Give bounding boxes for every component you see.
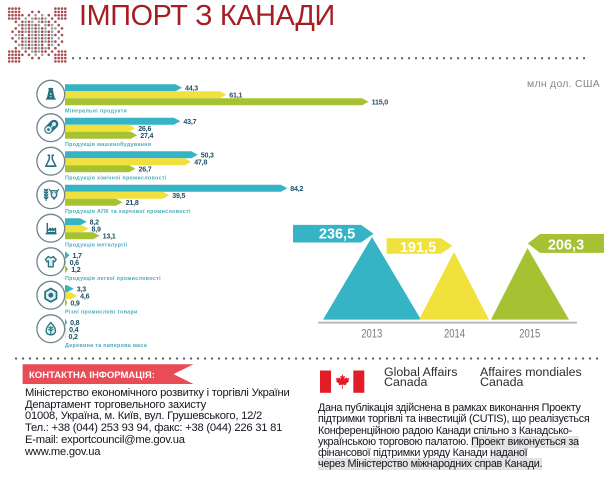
svg-text:Продукція машинобудування: Продукція машинобудування	[65, 141, 151, 148]
svg-text:0,9: 0,9	[70, 299, 80, 307]
svg-text:Продукція хімічної промисловос: Продукція хімічної промисловості	[65, 175, 167, 181]
svg-text:Деревина та паперова маса: Деревина та паперова маса	[65, 343, 148, 349]
svg-text:4,6: 4,6	[80, 292, 90, 300]
svg-text:115,0: 115,0	[372, 98, 389, 106]
svg-text:206,3: 206,3	[548, 237, 584, 253]
svg-text:Продукція АПК та харчової пром: Продукція АПК та харчової промисловості	[65, 209, 191, 215]
svg-text:КОНТАКТНА ІНФОРМАЦІЯ:: КОНТАКТНА ІНФОРМАЦІЯ:	[29, 370, 155, 381]
svg-text:43,7: 43,7	[183, 118, 196, 126]
svg-text:Мінеральні продукти: Мінеральні продукти	[65, 108, 127, 114]
svg-text:2013: 2013	[361, 326, 382, 340]
svg-text:44,3: 44,3	[185, 84, 198, 92]
svg-text:2014: 2014	[444, 326, 465, 340]
svg-text:0,4: 0,4	[69, 326, 79, 334]
svg-text:39,5: 39,5	[172, 192, 185, 200]
svg-text:50,3: 50,3	[201, 151, 214, 159]
svg-text:191,5: 191,5	[400, 240, 436, 256]
svg-text:47,8: 47,8	[194, 158, 207, 166]
svg-text:21,8: 21,8	[126, 199, 139, 207]
svg-text:Продукція легкої промисловості: Продукція легкої промисловості	[65, 276, 161, 282]
svg-text:1,2: 1,2	[71, 266, 81, 274]
svg-text:236,5: 236,5	[319, 226, 355, 242]
svg-text:8,2: 8,2	[90, 218, 100, 226]
svg-text:26,7: 26,7	[139, 165, 152, 173]
svg-text:61,1: 61,1	[229, 91, 242, 99]
svg-text:26,6: 26,6	[138, 125, 151, 133]
svg-text:27,4: 27,4	[140, 132, 153, 140]
svg-text:Продукція металургії: Продукція металургії	[65, 242, 128, 248]
svg-text:0,6: 0,6	[70, 259, 80, 267]
svg-text:0,2: 0,2	[69, 333, 79, 341]
svg-text:13,1: 13,1	[103, 232, 116, 240]
svg-text:2015: 2015	[519, 326, 540, 340]
svg-text:3,3: 3,3	[77, 285, 87, 293]
svg-text:0,8: 0,8	[70, 319, 80, 327]
svg-text:1,7: 1,7	[73, 252, 83, 260]
svg-text:Різні промислові товари: Різні промислові товари	[65, 309, 138, 315]
svg-text:8,9: 8,9	[92, 225, 102, 233]
svg-text:84,2: 84,2	[290, 185, 303, 193]
